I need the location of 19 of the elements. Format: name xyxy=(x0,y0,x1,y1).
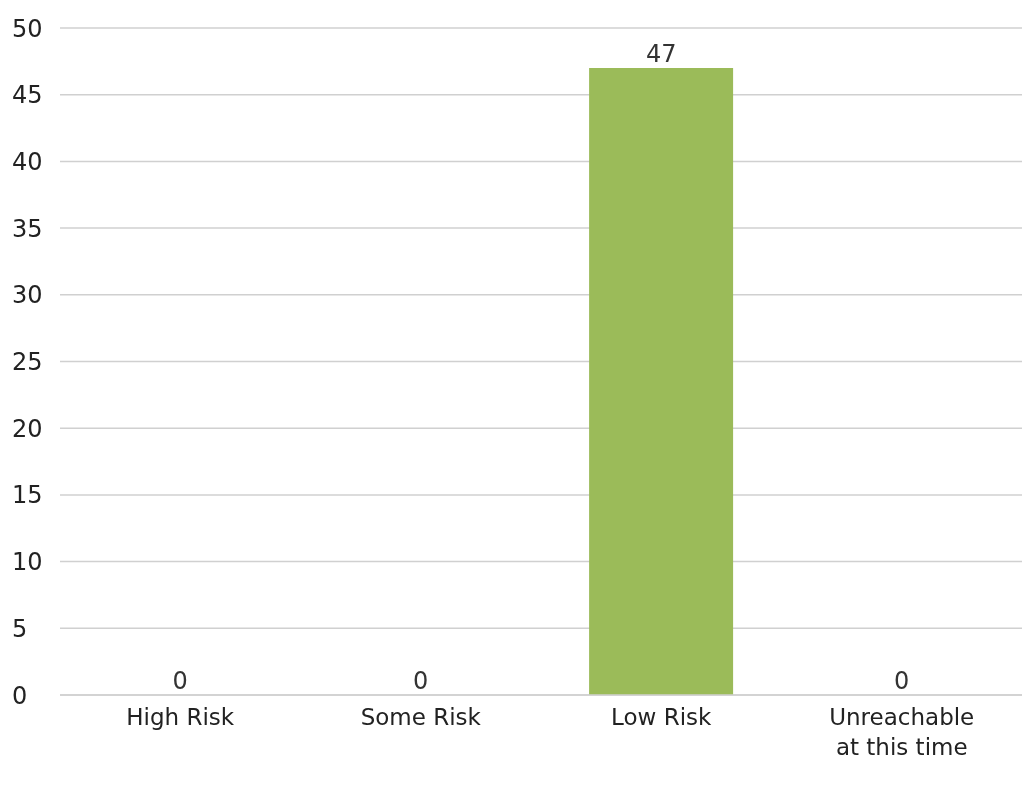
y-tick-label: 5 xyxy=(12,614,28,643)
y-tick-label: 45 xyxy=(12,81,43,110)
y-tick-label: 10 xyxy=(12,548,43,577)
y-tick-label: 20 xyxy=(12,414,43,443)
y-tick-label: 40 xyxy=(12,147,43,176)
y-tick-label: 50 xyxy=(12,14,43,43)
y-tick-label: 30 xyxy=(12,281,43,310)
x-tick-label: High Risk xyxy=(126,704,235,730)
data-label: 0 xyxy=(413,667,429,695)
y-tick-label: 0 xyxy=(12,681,28,710)
x-tick-label: Low Risk xyxy=(611,704,713,730)
y-tick-label: 35 xyxy=(12,214,43,243)
y-tick-label: 15 xyxy=(12,481,43,510)
data-label: 0 xyxy=(172,667,188,695)
data-label: 47 xyxy=(645,40,677,69)
data-label: 0 xyxy=(894,667,910,695)
x-tick-label: Some Risk xyxy=(360,704,482,730)
y-tick-label: 25 xyxy=(12,348,43,377)
x-tick-label: Unreachable at this time xyxy=(829,704,975,760)
